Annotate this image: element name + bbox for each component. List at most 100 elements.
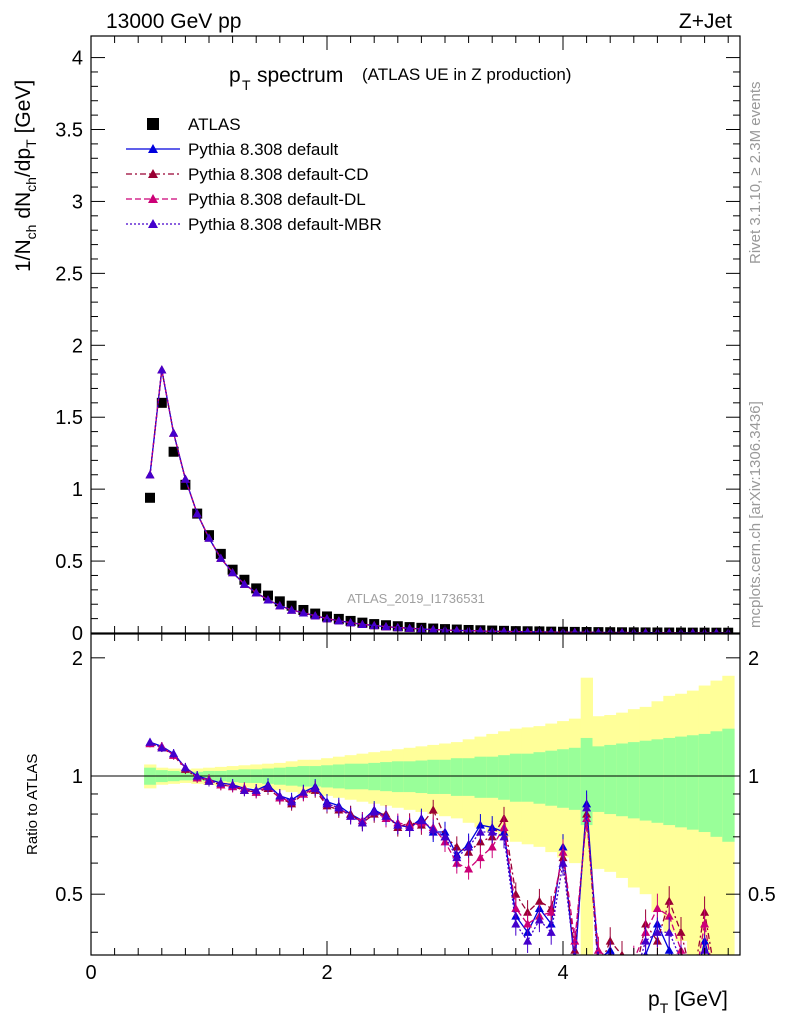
main-y-tick-label: 4 bbox=[72, 48, 83, 70]
main-panel-frame bbox=[90, 35, 741, 634]
ratio-point-3 bbox=[475, 827, 485, 836]
mc-point-4 bbox=[619, 628, 625, 633]
ratio-point-3 bbox=[405, 822, 415, 831]
stat-uncertainty-band bbox=[391, 761, 405, 793]
stat-uncertainty-band bbox=[380, 762, 393, 792]
title-sub: (ATLAS UE in Z production) bbox=[362, 65, 571, 84]
stat-uncertainty-band bbox=[580, 737, 593, 826]
stat-uncertainty-band bbox=[509, 753, 523, 802]
atlas-data-point bbox=[168, 446, 179, 457]
mc-point-4 bbox=[169, 428, 179, 437]
x-tick-label: 2 bbox=[321, 962, 332, 984]
ratio-point-0 bbox=[594, 955, 603, 963]
ratio-point-1 bbox=[594, 966, 603, 974]
stat-uncertainty-band bbox=[592, 746, 605, 812]
ratio-y-tick-label: 0.5 bbox=[55, 884, 83, 906]
stat-uncertainty-band bbox=[651, 739, 664, 823]
stat-uncertainty-band bbox=[486, 756, 499, 798]
ratio-point-3 bbox=[652, 927, 662, 936]
mc-point-4 bbox=[275, 601, 285, 610]
ratio-point-3 bbox=[251, 785, 261, 794]
main-y-tick-label: 3.5 bbox=[55, 120, 83, 142]
mc-point-4 bbox=[298, 608, 308, 617]
legend: ATLAS Pythia 8.308 default Pythia 8.308 de… bbox=[126, 115, 382, 234]
mc-point-4 bbox=[524, 627, 531, 633]
ratio-point-3 bbox=[263, 782, 273, 791]
ratio-point-1 bbox=[688, 977, 697, 985]
ratio-point-3 bbox=[452, 853, 462, 862]
main-y-tick-label: 1.5 bbox=[55, 407, 83, 429]
mc-point-4 bbox=[334, 616, 344, 625]
ratio-point-3 bbox=[287, 797, 297, 806]
main-y-tick-label: 2 bbox=[72, 335, 83, 357]
legend-label-3: Pythia 8.308 default-DL bbox=[188, 190, 366, 209]
main-y-tick-label: 0.5 bbox=[55, 551, 83, 573]
ratio-point-3 bbox=[629, 977, 638, 985]
stat-uncertainty-band bbox=[427, 759, 440, 794]
stat-uncertainty-band bbox=[368, 762, 381, 791]
ratio-y-axis-title: Ratio to ATLAS bbox=[24, 754, 41, 855]
atlas-data-point bbox=[180, 479, 191, 490]
ratio-point-3 bbox=[534, 915, 544, 924]
ratio-y-tick-label: 2 bbox=[72, 648, 83, 670]
mc-point-4 bbox=[666, 628, 672, 633]
ratio-point-1 bbox=[712, 977, 721, 985]
ratio-point-1 bbox=[523, 907, 533, 916]
rivet-version-label: Rivet 3.1.10, ≥ 2.3M events bbox=[747, 82, 764, 265]
mc-point-4 bbox=[405, 623, 415, 632]
ratio-point-2 bbox=[464, 864, 474, 873]
mc-point-4 bbox=[381, 622, 391, 631]
mc-point-4 bbox=[476, 626, 485, 633]
energy-label: 13000 GeV pp bbox=[106, 10, 241, 33]
stat-uncertainty-band bbox=[639, 740, 652, 821]
mc-point-4 bbox=[369, 621, 379, 630]
legend-marker-3 bbox=[148, 194, 158, 203]
mc-point-4 bbox=[251, 588, 261, 597]
mc-point-4 bbox=[452, 625, 461, 633]
ratio-point-2 bbox=[629, 955, 638, 963]
stat-uncertainty-band bbox=[616, 743, 629, 817]
mc-point-4 bbox=[145, 470, 155, 479]
x-tick-label: 0 bbox=[85, 962, 96, 984]
ratio-point-2 bbox=[546, 907, 556, 916]
mc-point-4 bbox=[287, 605, 297, 614]
stat-uncertainty-band bbox=[710, 731, 723, 837]
stat-uncertainty-band bbox=[686, 735, 700, 830]
legend-marker-1 bbox=[148, 144, 158, 153]
ratio-point-1 bbox=[629, 977, 638, 985]
stat-uncertainty-band bbox=[450, 758, 464, 796]
stat-uncertainty-band bbox=[545, 750, 558, 806]
stat-uncertainty-band bbox=[462, 758, 475, 796]
stat-uncertainty-band bbox=[533, 752, 546, 804]
mc-point-4 bbox=[228, 568, 238, 577]
ratio-point-2 bbox=[487, 842, 497, 851]
mc-point-4 bbox=[157, 365, 167, 374]
ratio-panel-frame bbox=[90, 633, 741, 956]
ratio-point-3 bbox=[677, 955, 686, 963]
mc-point-4 bbox=[595, 627, 602, 633]
svg-text:1/Nch dNch/dpT [GeV]: 1/Nch dNch/dpT [GeV] bbox=[12, 80, 39, 272]
ratio-point-3 bbox=[393, 820, 403, 829]
ratio-point-1 bbox=[534, 896, 544, 905]
stat-uncertainty-band bbox=[663, 737, 676, 826]
stat-uncertainty-band bbox=[521, 753, 534, 802]
ratio-point-2 bbox=[593, 945, 603, 954]
main-y-tick-label: 3 bbox=[72, 191, 83, 213]
mc-point-4 bbox=[322, 614, 332, 623]
ratio-point-3 bbox=[416, 816, 426, 825]
ratio-point-3 bbox=[334, 803, 344, 812]
ratio-point-2 bbox=[652, 903, 662, 913]
atlas-data-point bbox=[145, 492, 155, 503]
ratio-y-tick-label: 1 bbox=[72, 766, 83, 788]
ratio-point-3 bbox=[228, 780, 238, 789]
ratio-uncertainty-bands bbox=[144, 675, 735, 955]
ratio-point-3 bbox=[239, 785, 249, 794]
ratio-panel-data bbox=[91, 737, 740, 985]
main-y-axis-title: 1/Nch dNch/dpT [GeV] bbox=[12, 80, 39, 272]
main-y-tick-label: 1 bbox=[72, 479, 83, 501]
ratio-point-3 bbox=[157, 743, 167, 752]
ratio-point-2 bbox=[700, 919, 710, 928]
stat-uncertainty-band bbox=[698, 733, 711, 833]
legend-marker-2 bbox=[148, 169, 158, 178]
ratio-point-3 bbox=[298, 787, 308, 796]
